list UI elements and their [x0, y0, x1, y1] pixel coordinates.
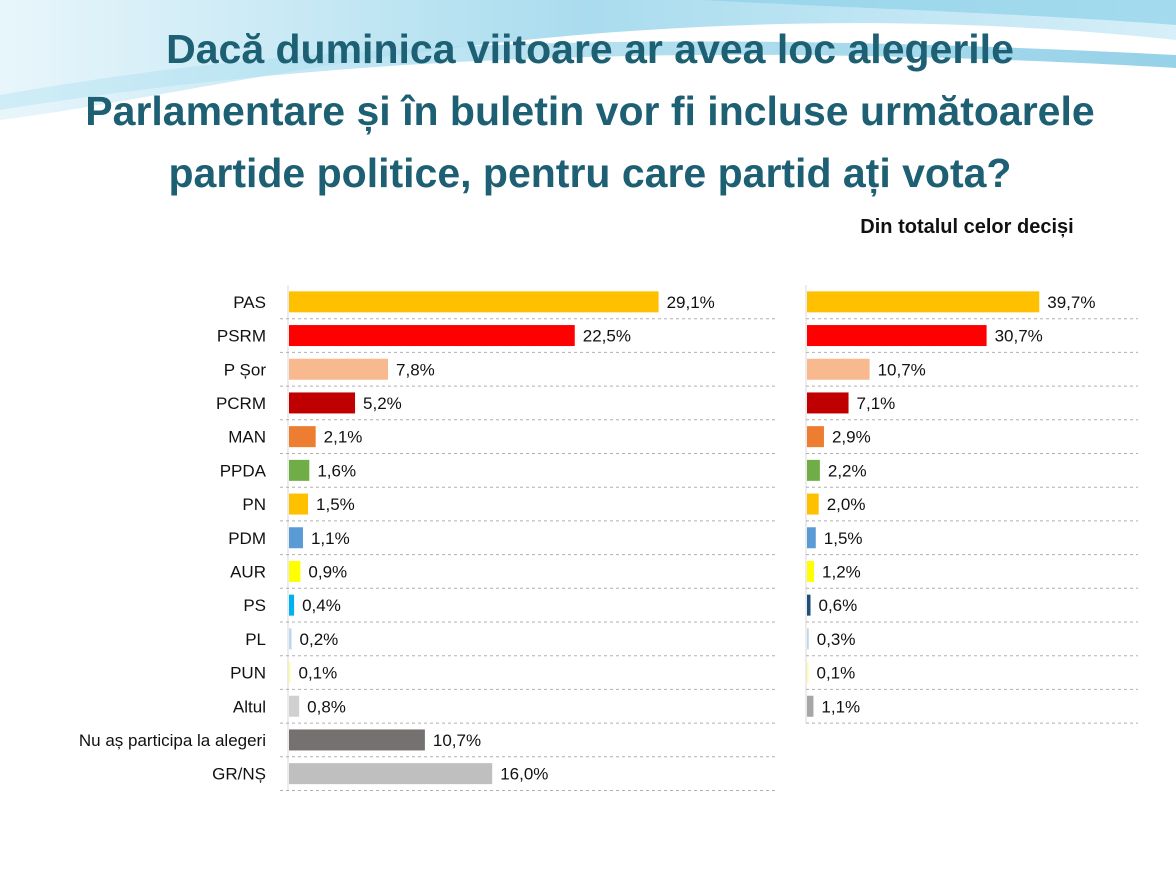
bar: [289, 426, 316, 448]
category-label: PAS: [233, 293, 266, 312]
category-label: PUN: [230, 664, 266, 683]
background-swoosh: [0, 0, 1176, 120]
value-label: 1,2%: [822, 562, 861, 581]
value-label: 7,1%: [857, 394, 896, 413]
category-label: PSRM: [217, 327, 266, 346]
category-label: PDM: [228, 529, 266, 548]
value-label: 16,0%: [500, 765, 548, 784]
value-label: 1,1%: [821, 697, 860, 716]
value-label: 10,7%: [878, 360, 926, 379]
category-label: Altul: [233, 697, 266, 716]
value-label: 22,5%: [583, 327, 631, 346]
bar: [289, 594, 295, 616]
bar: [807, 560, 815, 582]
value-label: 0,6%: [819, 596, 858, 615]
category-label: PL: [245, 630, 266, 649]
bar: [807, 594, 811, 616]
bar: [807, 695, 814, 717]
bar: [807, 426, 824, 448]
value-label: 0,1%: [299, 664, 338, 683]
bar: [289, 560, 301, 582]
value-label: 29,1%: [667, 293, 715, 312]
title-line-2: Parlamentare și în buletin vor fi inclus…: [85, 88, 1095, 134]
bar: [807, 291, 1040, 313]
bar: [289, 358, 389, 380]
bar: [807, 662, 809, 684]
value-label: 2,9%: [832, 428, 871, 447]
value-label: 1,5%: [316, 495, 355, 514]
bar: [289, 763, 493, 785]
value-label: 1,6%: [317, 461, 356, 480]
category-label: GR/NȘ: [212, 765, 266, 784]
bar: [289, 729, 425, 751]
bar: [289, 459, 310, 481]
category-label: PS: [243, 596, 266, 615]
value-label: 2,0%: [827, 495, 866, 514]
value-label: 0,4%: [302, 596, 341, 615]
bar: [807, 493, 819, 515]
bar: [807, 628, 809, 650]
value-label: 0,9%: [308, 562, 347, 581]
bar: [289, 662, 291, 684]
category-label: AUR: [230, 562, 266, 581]
bar: [289, 291, 659, 313]
bar: [289, 493, 309, 515]
bar: [807, 358, 870, 380]
bar: [807, 325, 987, 347]
title-line-1: Dacă duminica viitoare ar avea loc alege…: [166, 26, 1014, 72]
value-label: 5,2%: [363, 394, 402, 413]
value-label: 0,2%: [300, 630, 339, 649]
value-label: 2,2%: [828, 461, 867, 480]
slide-title: Dacă duminica viitoare ar avea loc alege…: [40, 18, 1140, 204]
category-label: PN: [242, 495, 266, 514]
bar: [289, 628, 292, 650]
bar: [807, 459, 820, 481]
category-label: PPDA: [220, 461, 267, 480]
chart-total-respondents: PAS 29,1% PSRM 22,5% P Șor 7,8% PCRM 5,2% MAN 2,1…: [79, 285, 778, 791]
bar: [289, 325, 575, 347]
category-label: P Șor: [224, 360, 267, 379]
value-label: 39,7%: [1047, 293, 1095, 312]
value-label: 2,1%: [324, 428, 363, 447]
value-label: 1,5%: [824, 529, 863, 548]
value-label: 0,1%: [817, 664, 856, 683]
value-label: 7,8%: [396, 360, 435, 379]
chart-decided-voters: Din totalul celor deciși 39,7%30,7% 10,7%…: [805, 216, 1138, 724]
bar: [807, 527, 816, 549]
category-label: PCRM: [216, 394, 266, 413]
category-label: Nu aș participa la alegeri: [79, 731, 266, 750]
category-label: MAN: [228, 428, 266, 447]
bar: [807, 392, 849, 414]
value-label: 0,8%: [307, 697, 346, 716]
title-line-3: partide politice, pentru care partid ați…: [168, 150, 1012, 196]
chart-subtitle: Din totalul celor deciși: [860, 216, 1073, 238]
value-label: 0,3%: [817, 630, 856, 649]
value-label: 1,1%: [311, 529, 350, 548]
value-label: 10,7%: [433, 731, 481, 750]
bar: [289, 392, 356, 414]
value-label: 30,7%: [995, 327, 1043, 346]
bar: [289, 527, 303, 549]
bar: [289, 695, 300, 717]
